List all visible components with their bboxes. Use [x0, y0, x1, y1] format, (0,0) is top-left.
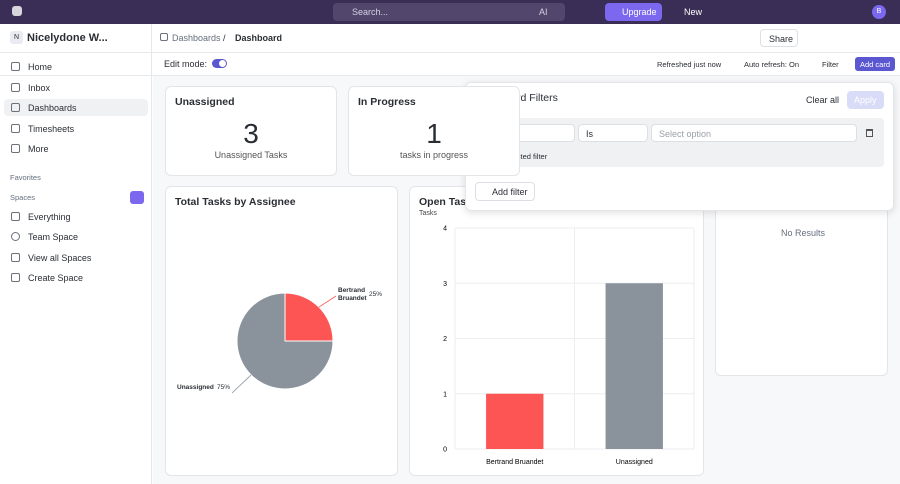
nav-item[interactable]: Inbox	[28, 82, 51, 93]
label-line	[231, 374, 252, 394]
divider	[0, 52, 900, 53]
value-select[interactable]: Select option	[651, 124, 857, 142]
y-tick-label: 1	[443, 391, 447, 398]
pie-chart	[231, 292, 337, 394]
space-item[interactable]: View all Spaces	[28, 252, 92, 263]
new-button[interactable]: New	[684, 7, 703, 17]
share-button[interactable]: Share	[760, 29, 798, 47]
y-tick-label: 4	[443, 226, 447, 233]
space-item[interactable]: Create Space	[28, 272, 84, 283]
nav-item[interactable]: Dashboards	[28, 103, 77, 113]
nav-icon	[11, 103, 20, 112]
pie-value-label: 75%	[217, 384, 231, 391]
nav-icon	[11, 62, 20, 71]
pie-label: Bertrand Bruandet	[338, 287, 367, 302]
x-tick-label: Bertrand Bruandet	[486, 459, 543, 466]
y-axis-label: Tasks	[419, 210, 437, 217]
spaces-label: Spaces	[10, 193, 36, 202]
pie-slice	[284, 292, 334, 342]
add-nested-filter[interactable]: Add nested filter	[493, 152, 548, 161]
refreshed-text[interactable]: Refreshed just now	[657, 60, 722, 69]
bar-title: Open Tasks	[419, 196, 478, 208]
nav-item[interactable]: Home	[28, 62, 53, 72]
card-title: Unassigned	[175, 96, 235, 108]
divider	[0, 75, 900, 76]
y-tick-label: 0	[443, 447, 447, 454]
auto-refresh[interactable]: Auto refresh: On	[744, 60, 800, 69]
add-filter-button[interactable]: Add filter	[475, 182, 535, 201]
nav-item[interactable]: Timesheets	[28, 123, 75, 134]
edit-mode-label: Edit mode:	[164, 59, 208, 69]
card-caption: Unassigned Tasks	[214, 150, 288, 160]
space-icon	[11, 212, 20, 221]
space-icon	[11, 272, 20, 282]
filter-button[interactable]: Filter	[822, 60, 839, 69]
logo	[12, 6, 22, 16]
nav-icon	[11, 82, 20, 92]
delete-icon[interactable]	[866, 129, 873, 137]
nav-highlight	[4, 99, 148, 116]
dashboard-icon	[160, 33, 168, 41]
nav-icon	[11, 123, 20, 133]
space-item[interactable]: Everything	[28, 212, 71, 222]
space-icon	[11, 252, 20, 262]
avatar[interactable]: B	[872, 5, 886, 19]
pie-title: Total Tasks by Assignee	[175, 196, 296, 208]
nav-icon	[11, 144, 20, 153]
ai-button[interactable]: AI	[539, 7, 548, 17]
page-title: Dashboard	[235, 33, 283, 43]
label-line	[318, 295, 337, 308]
pie-label: Unassigned	[177, 384, 214, 391]
y-tick-label: 3	[443, 281, 447, 288]
metric-card	[348, 86, 520, 176]
x-tick-label: Unassigned	[616, 459, 653, 466]
apply-button[interactable]: Apply	[847, 91, 884, 109]
space-item[interactable]: Team Space	[28, 232, 79, 243]
y-tick-label: 2	[443, 336, 447, 343]
toggle-knob	[219, 60, 226, 67]
no-results: No Results	[781, 228, 826, 238]
operator-select[interactable]: Is	[578, 124, 648, 142]
space-icon	[11, 232, 20, 242]
nav-item[interactable]: More	[28, 144, 49, 154]
card-value: 3	[243, 118, 259, 149]
workspace-name[interactable]: Nicelydone W...	[27, 32, 108, 44]
search-text: Search...	[352, 7, 389, 17]
workspace-icon: N	[10, 31, 23, 44]
bar	[605, 283, 663, 449]
search-box[interactable]	[333, 3, 565, 21]
add-card-button[interactable]: Add card	[855, 57, 895, 71]
breadcrumb[interactable]: Dashboards	[172, 33, 221, 43]
bar-chart: 0 1 2 3 4 Bertrand Bruandet Unassigned	[443, 226, 695, 466]
favorites-label[interactable]: Favorites	[10, 173, 41, 182]
pie-value-label: 25%	[369, 291, 383, 298]
upgrade-button[interactable]: Upgrade	[605, 3, 662, 21]
card-caption: tasks in progress	[399, 150, 469, 160]
card-title: In Progress	[358, 96, 416, 108]
clear-all[interactable]: Clear all	[806, 95, 840, 105]
add-space-button[interactable]	[130, 191, 144, 204]
breadcrumb-separator: /	[223, 33, 226, 43]
metric-card	[165, 86, 337, 176]
card-value: 1	[426, 118, 442, 149]
bar	[486, 393, 544, 449]
